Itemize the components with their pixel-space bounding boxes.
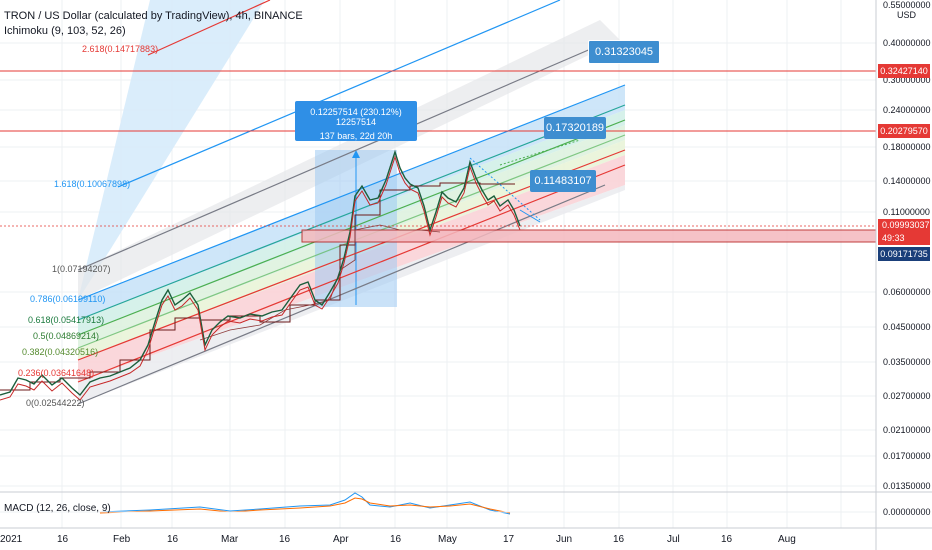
price-tick: 0.11000000	[883, 207, 930, 217]
time-label: 2021	[0, 534, 23, 545]
measure-change: 0.12257514 (230.12%) 12257514	[310, 107, 402, 127]
measure-bars: 137 bars, 22d 20h	[319, 131, 393, 141]
time-label: 16	[721, 534, 733, 545]
macd-line	[99, 492, 511, 515]
time-label: Aug	[778, 534, 796, 545]
time-label: Jun	[556, 534, 573, 545]
time-label: 16	[279, 534, 291, 545]
last-price-value: 0.09993037	[882, 220, 930, 230]
price-tick: 0.18000000	[883, 142, 931, 152]
price-tick: 0.55000000	[883, 0, 931, 10]
time-label: Feb	[113, 534, 131, 545]
price-tick: 0.04500000	[883, 322, 931, 332]
macd-legend[interactable]: MACD (12, 26, close, 9)	[4, 503, 111, 514]
callout-mid[interactable]: 0.17320189	[544, 117, 606, 139]
price-tick: 0.06000000	[883, 287, 931, 297]
callout-top[interactable]: 0.31323045	[588, 40, 660, 64]
support-zone[interactable]	[301, 229, 877, 243]
fib-label-382: 0.382(0.04320516)	[22, 347, 99, 357]
price-tick: 0.01350000	[883, 481, 931, 491]
time-label: 16	[390, 534, 402, 545]
price-tick: 0.14000000	[883, 176, 931, 186]
price-axis[interactable]: 0.55000000 USD 0.40000000 0.30000000 0.2…	[877, 0, 932, 528]
fib-label-236: 0.236(0.03641648)	[18, 368, 95, 378]
price-series	[0, 149, 521, 397]
fib-zone-light-blue	[78, 0, 265, 300]
last-price-badge: 0.09993037 49:33	[878, 219, 930, 245]
fib-label-5: 0.5(0.04869214)	[33, 331, 100, 341]
time-label: 17	[503, 534, 515, 545]
fib-label-1618: 1.618(0.10067898)	[54, 179, 131, 189]
time-label: Mar	[221, 534, 239, 545]
fib-label-1: 1(0.07194207)	[52, 264, 111, 274]
fib-label-786: 0.786(0.06199110)	[30, 294, 106, 304]
price-tick: 0.02100000	[883, 425, 931, 435]
macd-tick: 0.00000000	[883, 507, 931, 517]
price-tick: 0.40000000	[883, 38, 931, 48]
price-tick: 0.03500000	[883, 357, 931, 367]
currency-label: USD	[897, 10, 917, 20]
indicator-legend[interactable]: Ichimoku (9, 103, 52, 26)	[4, 25, 126, 37]
price-tick: 0.02700000	[883, 391, 931, 401]
price-series-red	[0, 155, 521, 401]
time-axis[interactable]: 2021 16 Feb 16 Mar 16 Apr 16 May 17 Jun …	[0, 529, 876, 550]
fib-label-2618: 2.618(0.14717883)	[82, 44, 159, 54]
time-label: 16	[167, 534, 179, 545]
price-tick: 0.01700000	[883, 451, 931, 461]
time-label: 16	[57, 534, 69, 545]
fib-label-618: 0.618(0.05417913)	[28, 315, 105, 325]
bar-countdown: 49:33	[882, 233, 905, 243]
price-tick: 0.24000000	[883, 105, 931, 115]
price-badge-red-mid: 0.20279570	[878, 124, 930, 138]
time-label: May	[438, 534, 457, 545]
callout-low[interactable]: 0.11483107	[530, 170, 596, 192]
fib-label-0: 0(0.02544222)	[26, 398, 85, 408]
time-label: Jul	[667, 534, 680, 545]
time-label: Apr	[333, 534, 349, 545]
price-tick: 0.30000000	[883, 75, 931, 85]
measure-tooltip[interactable]: 0.12257514 (230.12%) 12257514 137 bars, …	[295, 101, 417, 141]
time-label: 16	[613, 534, 625, 545]
symbol-legend[interactable]: TRON / US Dollar (calculated by TradingV…	[4, 10, 303, 22]
price-badge-blue-low: 0.09171735	[878, 247, 930, 261]
price-badge-red-top: 0.32427140	[878, 64, 930, 78]
